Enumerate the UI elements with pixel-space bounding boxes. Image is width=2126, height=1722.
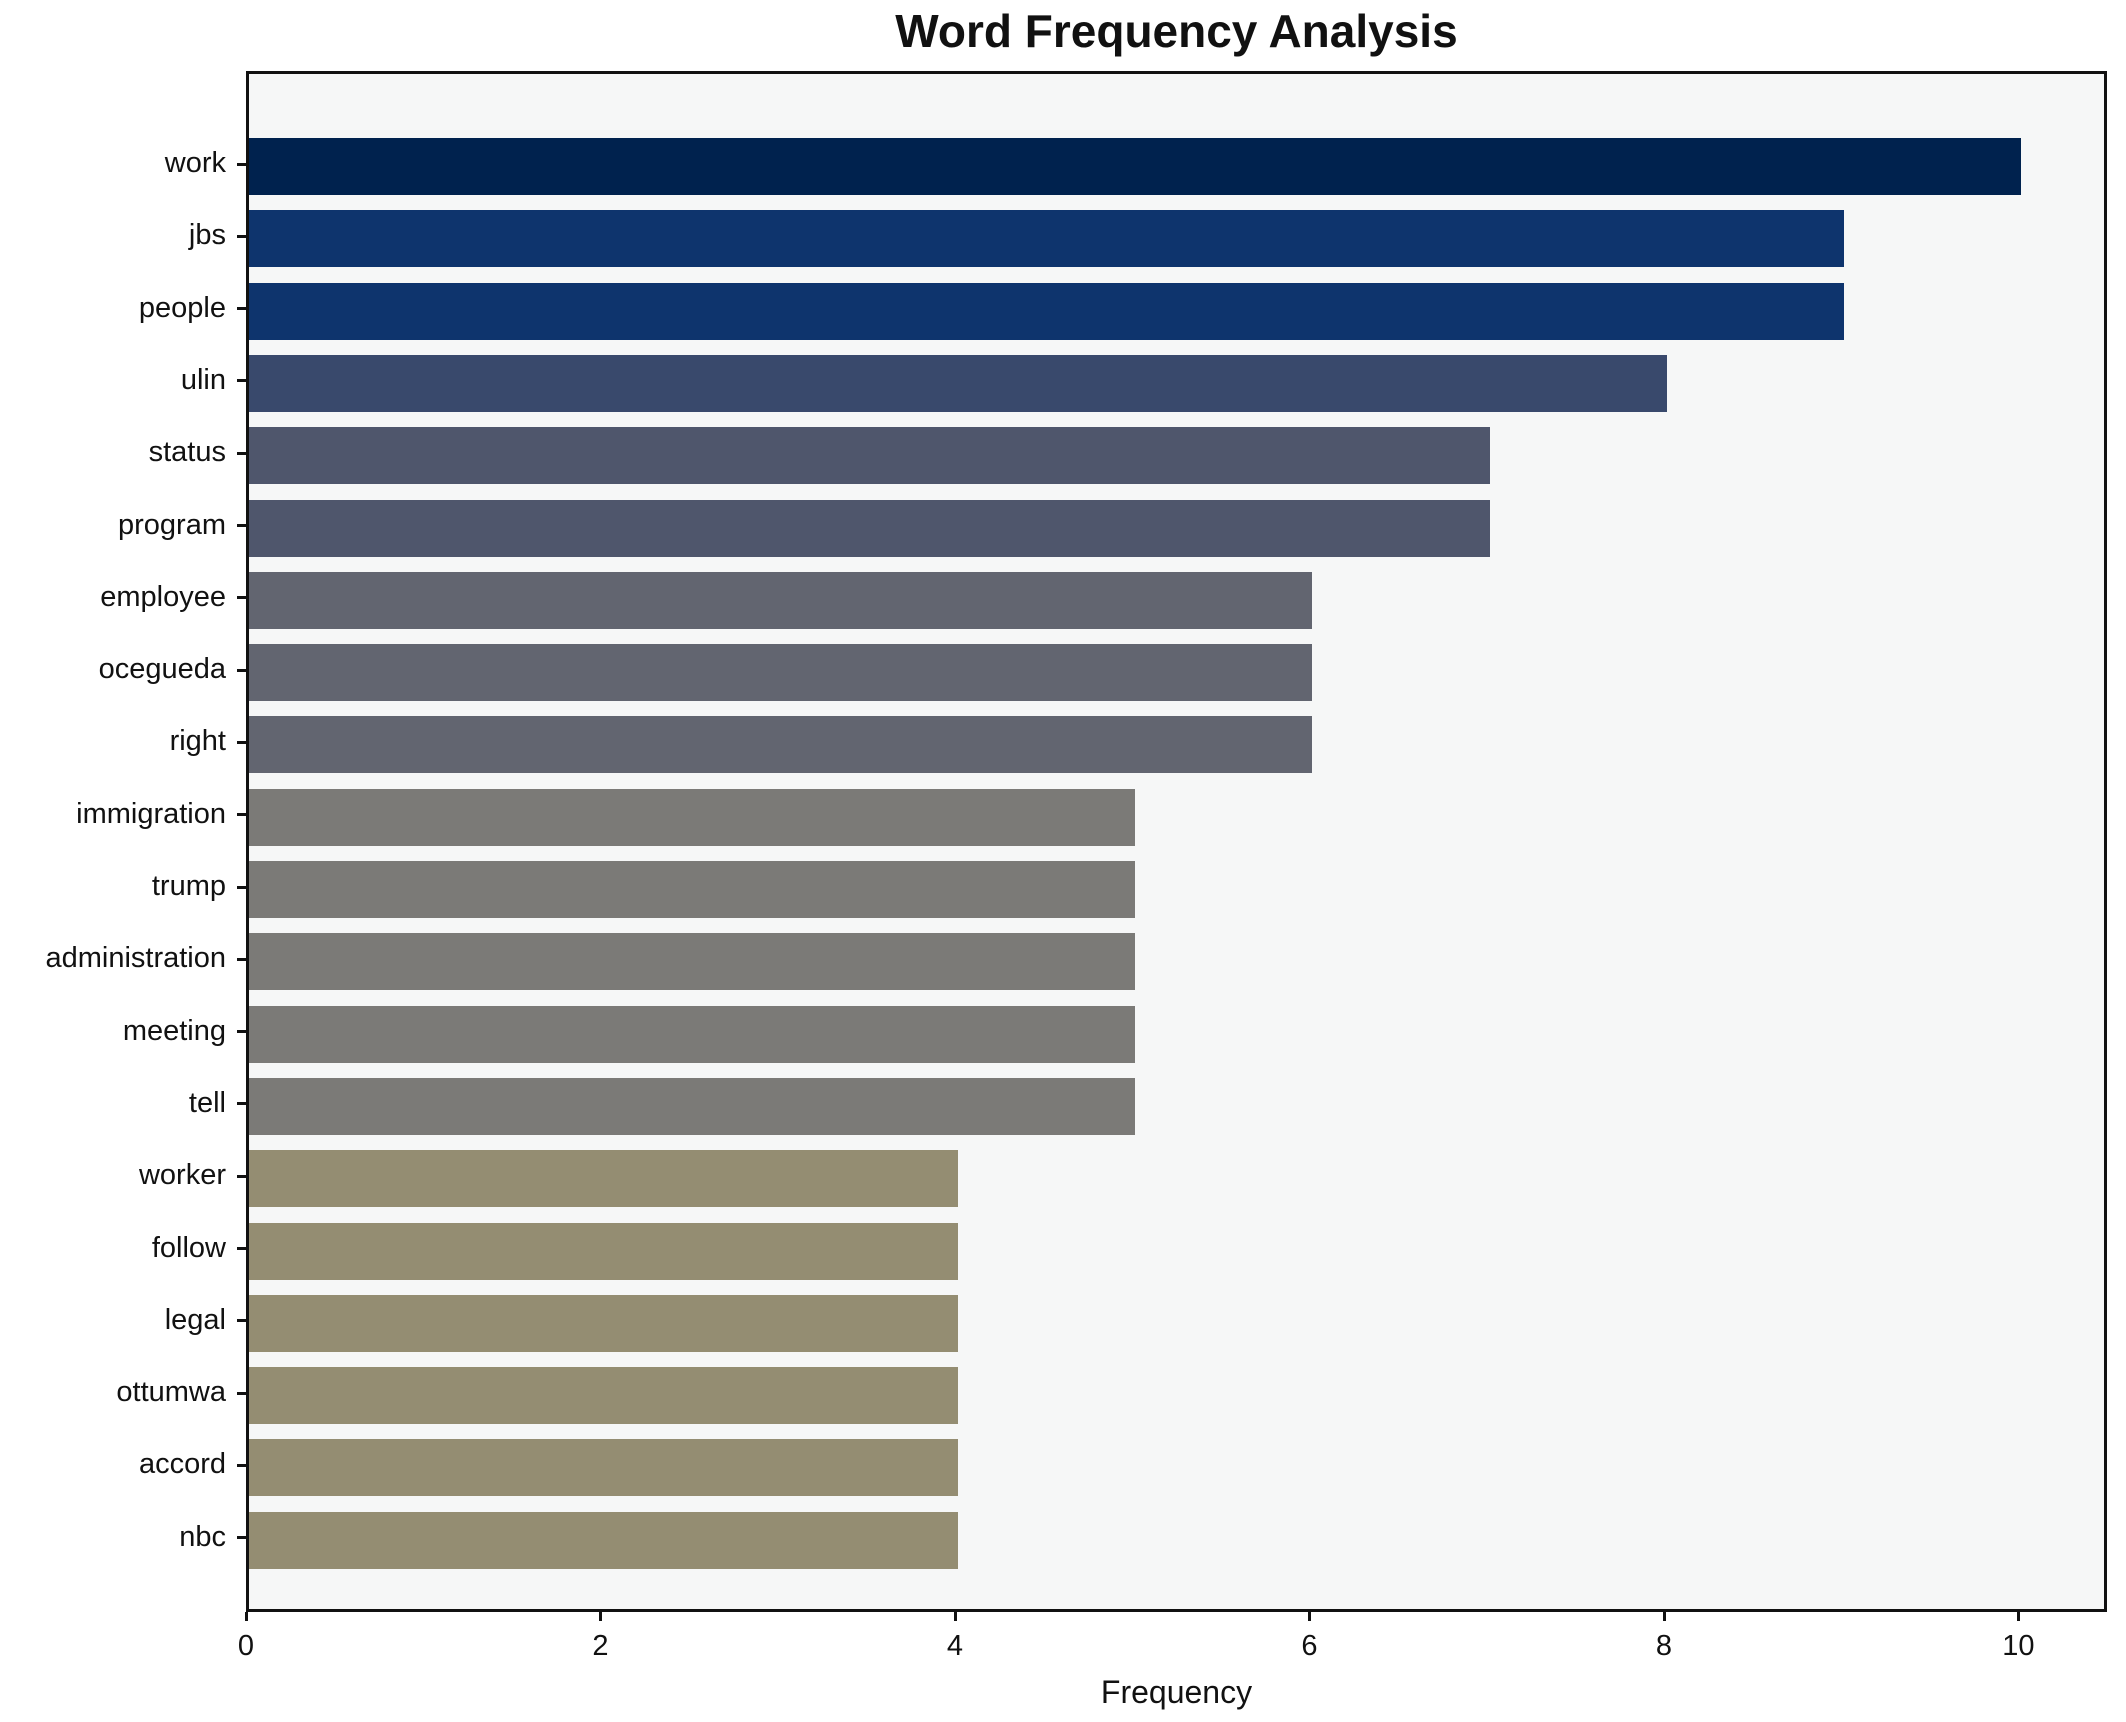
bar-people xyxy=(249,282,1845,340)
y-tick-label: follow xyxy=(151,1231,226,1264)
y-tick-label: ocegueda xyxy=(98,653,226,686)
bar-jbs xyxy=(249,210,1845,268)
bar-ottumwa xyxy=(249,1367,958,1425)
y-tick-mark xyxy=(237,451,246,455)
y-tick-label: accord xyxy=(138,1448,226,1481)
bar-worker xyxy=(249,1150,958,1208)
plot-area xyxy=(246,71,2107,1612)
y-tick-mark xyxy=(237,1319,246,1323)
x-tick-mark xyxy=(953,1612,957,1621)
y-tick-label: tell xyxy=(188,1086,226,1119)
bar-trump xyxy=(249,861,1136,918)
x-tick-mark xyxy=(1662,1612,1666,1621)
y-tick-label: employee xyxy=(100,580,226,613)
y-tick-mark xyxy=(237,524,246,527)
y-tick-mark xyxy=(237,885,246,889)
y-tick-mark xyxy=(237,1391,246,1395)
bar-status xyxy=(249,427,1490,485)
y-tick-label: legal xyxy=(164,1303,226,1336)
y-tick-mark xyxy=(237,957,246,961)
bar-work xyxy=(249,138,2022,195)
y-tick-mark xyxy=(237,307,246,311)
bar-right xyxy=(249,716,1313,774)
y-tick-mark xyxy=(237,379,246,383)
chart-title: Word Frequency Analysis xyxy=(895,5,1458,57)
x-tick-label: 4 xyxy=(946,1630,963,1662)
y-tick-label: worker xyxy=(138,1159,226,1192)
y-tick-label: nbc xyxy=(179,1520,226,1553)
y-tick-label: immigration xyxy=(76,797,226,830)
bar-administration xyxy=(249,933,1136,991)
y-tick-mark xyxy=(237,1463,246,1467)
y-tick-label: program xyxy=(118,508,226,541)
bar-follow xyxy=(249,1222,958,1280)
y-tick-mark xyxy=(237,813,246,817)
x-tick-label: 0 xyxy=(237,1630,255,1662)
y-tick-mark xyxy=(237,596,246,600)
x-tick-mark xyxy=(1308,1612,1312,1621)
y-tick-mark xyxy=(237,234,246,238)
y-tick-mark xyxy=(237,1030,246,1034)
y-tick-label: status xyxy=(148,436,226,469)
x-tick-mark xyxy=(245,1612,248,1621)
y-tick-mark xyxy=(237,162,246,166)
x-tick-label: 10 xyxy=(2002,1630,2035,1662)
y-tick-mark xyxy=(237,1102,246,1106)
y-tick-label: administration xyxy=(45,942,226,975)
bar-ulin xyxy=(249,354,1667,412)
y-tick-mark xyxy=(237,1536,246,1540)
y-tick-mark xyxy=(237,740,246,744)
bar-accord xyxy=(249,1439,958,1497)
bar-immigration xyxy=(249,788,1136,846)
y-tick-label: right xyxy=(169,725,226,758)
y-tick-mark xyxy=(237,1174,246,1178)
x-axis-label: Frequency xyxy=(1100,1674,1253,1710)
x-tick-mark xyxy=(599,1612,603,1621)
bar-meeting xyxy=(249,1005,1136,1063)
x-tick-label: 6 xyxy=(1301,1630,1318,1662)
y-tick-label: ottumwa xyxy=(116,1376,226,1409)
y-tick-label: work xyxy=(164,147,226,179)
x-tick-label: 8 xyxy=(1655,1630,1672,1662)
x-tick-mark xyxy=(2017,1612,2021,1621)
x-tick-label: 2 xyxy=(592,1630,609,1662)
y-tick-mark xyxy=(237,1247,246,1250)
bar-program xyxy=(249,499,1490,557)
y-tick-label: people xyxy=(138,291,226,324)
bar-employee xyxy=(249,571,1313,629)
y-tick-label: jbs xyxy=(188,219,226,252)
y-tick-mark xyxy=(237,668,246,672)
bar-legal xyxy=(249,1294,958,1352)
bar-ocegueda xyxy=(249,644,1313,702)
bar-tell xyxy=(249,1077,1136,1135)
bar-nbc xyxy=(249,1511,958,1569)
y-tick-label: ulin xyxy=(180,363,226,396)
y-tick-label: trump xyxy=(151,870,226,902)
y-tick-label: meeting xyxy=(122,1014,226,1047)
